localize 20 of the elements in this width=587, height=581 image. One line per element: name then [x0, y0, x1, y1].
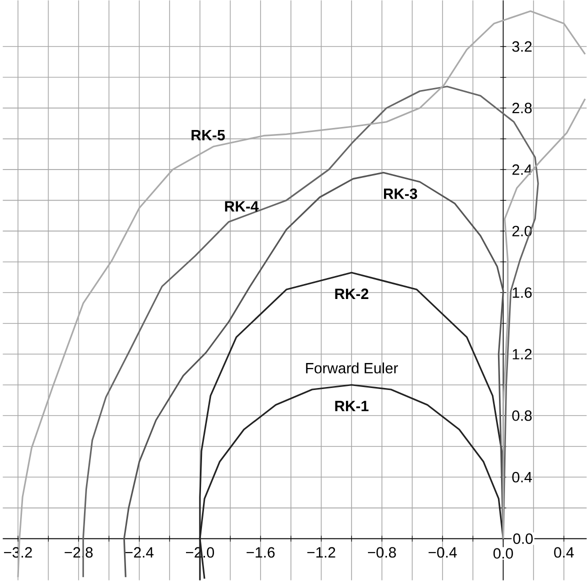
series-label: RK-5: [192, 130, 225, 140]
x-tick-label: −2.4: [125, 547, 154, 558]
series-label: RK-1: [335, 400, 368, 412]
y-tick-label: 2.8: [512, 102, 532, 114]
annotation: Forward Euler: [306, 362, 398, 374]
series-label: RK-3: [384, 188, 418, 200]
y-tick-label: 3.2: [512, 41, 532, 52]
series-label: RK-2: [335, 288, 368, 299]
y-tick-label: 0.0: [513, 533, 533, 544]
x-tick-label: −1.2: [307, 547, 336, 558]
x-tick-label: −1.6: [246, 547, 275, 558]
series-label: RK-4: [225, 201, 259, 212]
x-tick-label: 0.0: [493, 548, 513, 559]
y-tick-label: 0.4: [512, 472, 532, 482]
x-tick-label: 0.4: [554, 547, 574, 558]
x-tick-label: −0.4: [428, 547, 457, 558]
y-tick-label: 1.2: [512, 348, 532, 360]
x-tick-label: −0.8: [368, 547, 396, 558]
y-tick-label: 0.8: [512, 410, 532, 421]
y-tick-label: 1.6: [512, 287, 532, 298]
